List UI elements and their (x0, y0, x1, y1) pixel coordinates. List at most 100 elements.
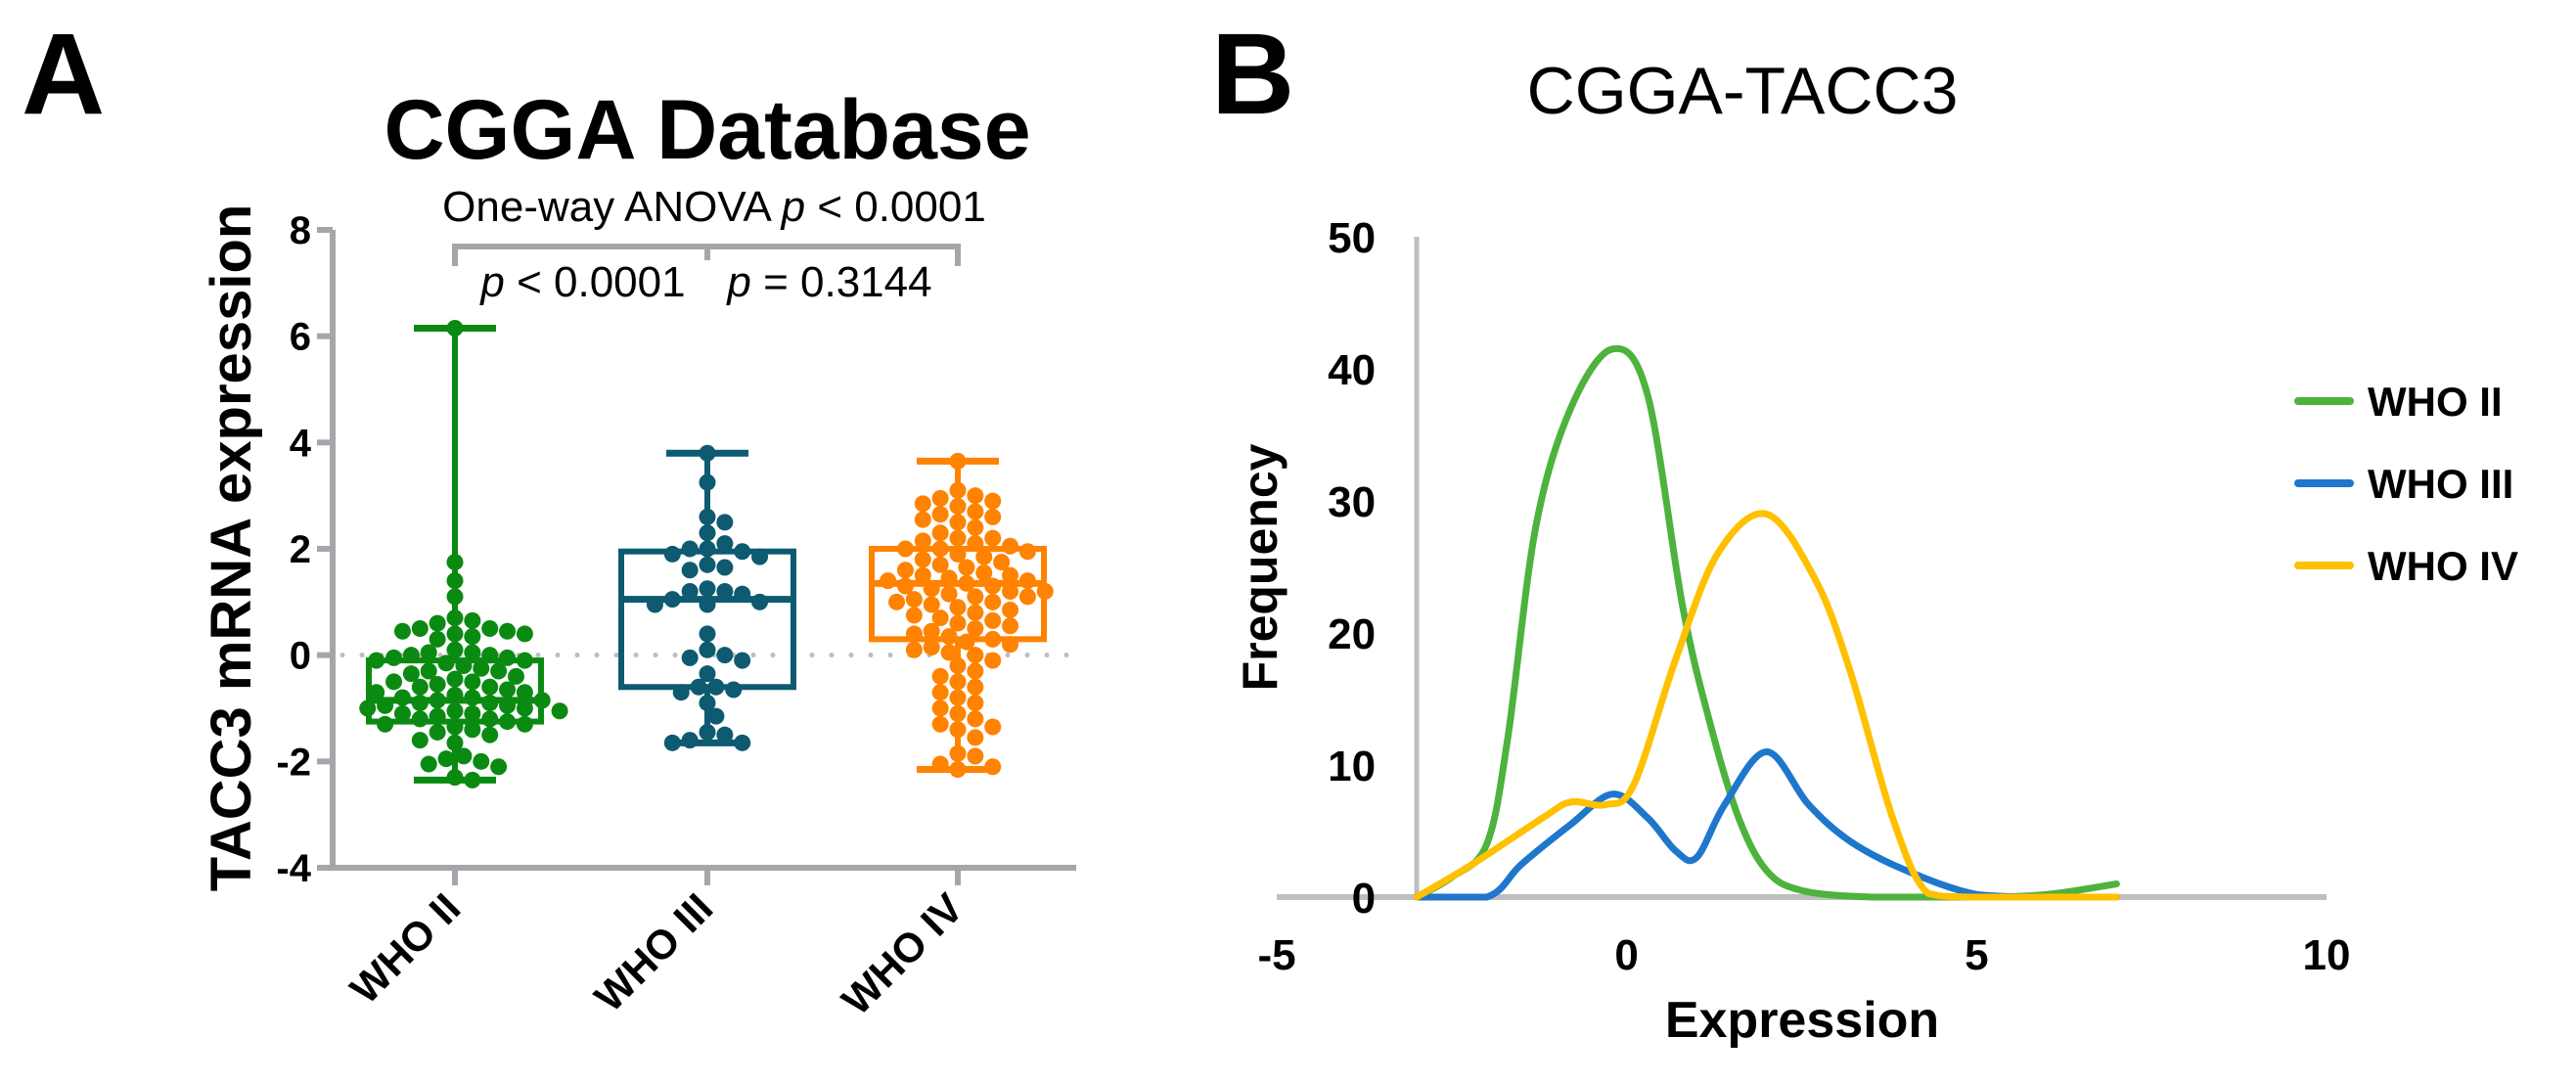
legend-label: WHO II (2368, 379, 2503, 425)
legend-label: WHO IV (2368, 543, 2518, 589)
data-point (940, 644, 958, 661)
legend-label: WHO III (2368, 461, 2513, 507)
data-point (464, 673, 481, 691)
data-point (967, 647, 984, 664)
y-tick-label: 0 (1352, 875, 1376, 923)
x-tick-label: 5 (1965, 931, 1988, 979)
data-point (490, 758, 508, 776)
x-tick-label: -5 (1257, 931, 1295, 979)
data-point (1002, 566, 1019, 584)
data-point (984, 508, 1002, 525)
data-point (402, 665, 420, 683)
data-point (931, 699, 949, 717)
data-point (716, 559, 734, 576)
y-tick-label: -2 (276, 741, 311, 784)
data-point (551, 702, 568, 720)
pair2-annotation: p = 0.3144 (725, 258, 931, 306)
data-point (420, 755, 437, 773)
chart-a-boxes (366, 325, 1047, 784)
data-point (455, 747, 473, 765)
legend-item: WHO IV (2294, 543, 2518, 589)
data-point (429, 723, 446, 741)
data-point (967, 588, 984, 606)
pair1-p-value: < 0.0001 (505, 258, 686, 306)
data-point (464, 721, 481, 739)
data-point (914, 532, 931, 550)
data-point (481, 726, 499, 744)
data-point (464, 644, 481, 661)
data-point (699, 580, 716, 598)
data-point (420, 662, 437, 680)
data-point (931, 524, 949, 542)
data-point (516, 699, 533, 717)
data-point (914, 551, 931, 568)
pair1-annotation: p < 0.0001 (478, 258, 685, 306)
x-tick-label: 10 (2303, 931, 2351, 979)
data-point (481, 678, 499, 696)
data-point (931, 556, 949, 573)
chart-a-title: CGGA Database (384, 83, 1030, 177)
data-point (1002, 601, 1019, 618)
panel-label-b: B (1211, 10, 1294, 139)
chart-b-x-axis-label: Expression (1665, 992, 1939, 1049)
data-point (967, 604, 984, 621)
data-point (984, 492, 1002, 510)
data-point (429, 614, 446, 632)
iqr-box (869, 546, 1047, 643)
data-point (464, 704, 481, 722)
pair1-p-symbol: p (478, 258, 504, 306)
y-tick-label: 8 (290, 209, 311, 252)
data-point (931, 489, 949, 507)
data-point (490, 662, 508, 680)
x-tick-label: 0 (1614, 931, 1638, 979)
data-point (516, 684, 533, 701)
data-point (699, 556, 716, 573)
data-point (681, 582, 699, 600)
data-point (949, 599, 967, 616)
y-tick-label: -4 (276, 847, 311, 890)
data-point (984, 529, 1002, 547)
data-point (967, 710, 984, 728)
data-point (681, 649, 699, 666)
panel-a: A CGGA Database One-way ANOVA p < 0.0001… (22, 10, 1079, 1023)
data-point (967, 487, 984, 505)
data-point (707, 707, 725, 725)
x-tick-label: WHO III (586, 884, 722, 1020)
data-point (931, 609, 949, 627)
data-point (931, 715, 949, 733)
data-point (473, 752, 490, 770)
data-point (967, 695, 984, 712)
data-point (507, 667, 524, 685)
data-point (896, 562, 914, 579)
chart-b-legend: WHO II WHO III WHO IV (2294, 379, 2518, 589)
data-point (984, 593, 1002, 610)
data-point (967, 620, 984, 637)
data-point (516, 625, 533, 643)
series-line-who-iii (1413, 748, 2120, 901)
iqr-box (366, 657, 544, 725)
data-point (967, 503, 984, 520)
data-point (923, 622, 940, 640)
data-point (1002, 617, 1019, 635)
data-point (967, 518, 984, 536)
y-tick-label: 30 (1328, 478, 1376, 526)
data-point (967, 729, 984, 746)
data-point (481, 620, 499, 637)
data-point (984, 718, 1002, 736)
data-point (1002, 582, 1019, 600)
data-point (446, 670, 464, 688)
data-point (437, 750, 455, 768)
anova-p-symbol: p (780, 183, 805, 231)
data-point (699, 625, 716, 643)
data-point (984, 652, 1002, 669)
significance-bracket (452, 244, 961, 266)
chart-b-y-axis-label: Frequency (1233, 443, 1288, 691)
data-point (393, 622, 411, 640)
data-point (967, 662, 984, 680)
data-point (716, 514, 734, 531)
y-tick-label: 6 (290, 316, 311, 359)
y-tick-label: 50 (1328, 214, 1376, 262)
chart-a-y-axis-label: TACC3 mRNA expression (200, 204, 263, 892)
data-point (967, 678, 984, 696)
data-point (931, 506, 949, 523)
